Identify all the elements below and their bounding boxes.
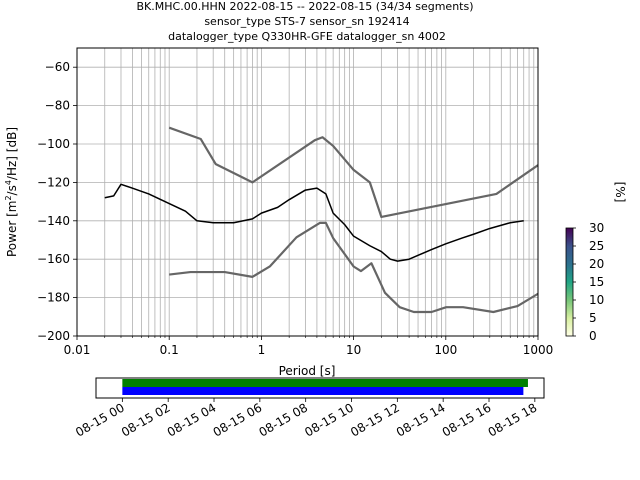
y-tick-label: −140 [37,214,70,228]
y-tick-label: −80 [45,99,70,113]
timeline-bar [122,379,528,387]
colorbar-gradient [565,227,574,337]
y-tick-label: −120 [37,175,70,189]
title-line-1: BK.MHC.00.HHN 2022-08-15 -- 2022-08-15 (… [137,0,474,13]
grid-lines [76,48,538,337]
colorbar-tick-label: 30 [589,221,604,235]
colorbar-label: [%] [613,182,627,203]
x-tick-label: 10 [346,343,361,357]
timeline-tick-label: 08-15 14 [394,400,448,439]
ppsd-plot: 0.01 0.1 1 10 100 1000 −60 −80 −100 −120 −140 −160… [4,47,554,378]
timeline-bar [122,387,524,395]
y-tick-label: −180 [37,291,70,305]
x-axis-label: Period [s] [279,364,336,378]
timeline-tick-label: 08-15 12 [348,400,402,439]
x-tick-label: 100 [434,343,457,357]
timeline-tick-label: 08-15 02 [119,400,173,439]
y-axis-label: Power [m2/s4/Hz] [dB] [4,127,19,257]
x-tick-label: 0.1 [160,343,179,357]
timeline-tick-label: 08-15 04 [165,400,219,439]
colorbar-ticks: 0 5 10 15 20 25 30 [573,221,604,343]
plot-frame [76,47,539,337]
y-tick-label: −200 [37,329,70,343]
mode-curve-line [104,183,524,262]
colorbar-tick-label: 10 [589,293,604,307]
timeline-tick-label: 08-15 06 [211,400,265,439]
high-noise-model-line [168,126,538,219]
title-line-2: sensor_type STS-7 sensor_sn 192414 [204,15,409,28]
y-tick-label: −100 [37,137,70,151]
timeline-frame [95,377,545,399]
x-tick-label: 0.01 [64,343,91,357]
timeline-tick-label: 08-15 10 [302,400,356,439]
colorbar-tick-label: 0 [589,329,597,343]
low-noise-model-line [169,221,538,314]
y-tick-label: −160 [37,252,70,266]
title-line-3: datalogger_type Q330HR-GFE datalogger_sn… [168,30,446,43]
colorbar: 0 5 10 15 20 25 30 [%] [565,182,627,343]
y-tick-label: −60 [45,60,70,74]
colorbar-tick-label: 15 [589,275,604,289]
colorbar-tick-label: 5 [589,311,597,325]
timeline-tick-label: 08-15 08 [256,400,310,439]
curves [104,126,538,314]
timeline-tick-label: 08-15 00 [73,400,127,439]
colorbar-tick-label: 20 [589,257,604,271]
y-axis-ticks: −60 −80 −100 −120 −140 −160 −180 −200 [37,60,77,343]
x-tick-label: 1000 [523,343,554,357]
x-tick-label: 1 [258,343,266,357]
colorbar-tick-label: 25 [589,239,604,253]
chart-title: BK.MHC.00.HHN 2022-08-15 -- 2022-08-15 (… [137,0,474,43]
timeline-bars [122,379,528,395]
x-axis-ticks: 0.01 0.1 1 10 100 1000 [64,336,554,357]
timeline-tick-label: 08-15 16 [440,400,494,439]
timeline-tick-label: 08-15 18 [486,400,540,439]
